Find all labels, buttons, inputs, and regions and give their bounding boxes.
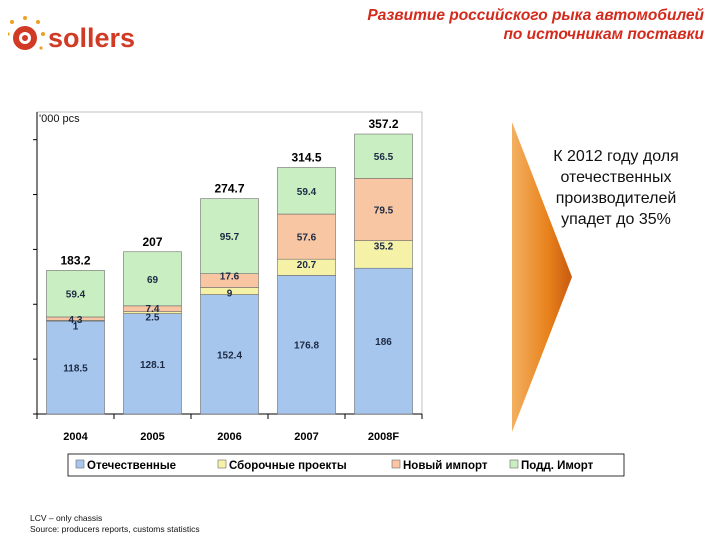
bar-segment [354,267,413,415]
data-label: 118.5 [63,364,88,375]
slide-title-line-1: Развитие российского рыка автомобилей [367,7,704,24]
bar-segment [354,178,413,241]
footnote-line-1: LCV – only chassis [30,513,103,523]
logo-emblem-icon [8,16,45,50]
x-tick-label: 2005 [140,431,164,443]
data-label: 17.6 [220,272,240,283]
legend-swatch [391,459,401,469]
legend-label: Отечественные [87,460,176,472]
data-label: 56.5 [374,152,394,163]
x-tick-label: 2007 [294,431,318,443]
data-label: 69 [147,275,159,286]
data-label: 59.4 [66,290,86,301]
data-label: 57.6 [297,233,317,244]
bar-segment [354,240,413,269]
data-label: 1 [73,321,79,332]
total-label: 274.7 [214,182,244,196]
slide-title-line-2: по источникам поставки [503,26,704,43]
data-label: 176.8 [294,341,319,352]
total-label: 357.2 [368,117,398,131]
total-label: 314.5 [291,151,321,165]
x-tick-label: 2006 [217,431,241,443]
data-label: 128.1 [140,360,165,371]
data-label: 7.4 [146,304,160,315]
footnote: LCV – only chassis Source: producers rep… [30,513,200,535]
data-label: 2.5 [146,313,160,324]
bar-segment [46,320,105,415]
footnote-line-2: Source: producers reports, customs stati… [30,524,200,534]
legend-swatch [75,459,85,469]
slide-title: Развитие российского рыка автомобилей по… [284,6,704,44]
bar-segment [200,294,259,415]
bar-segment [46,270,105,318]
bar-segment [200,198,259,275]
chart-bars [46,133,413,415]
legend-box [67,453,625,477]
data-label: 20.7 [297,260,317,271]
data-label: 59.4 [297,187,317,198]
bar-segment [277,275,336,415]
data-label: 35.2 [374,242,394,253]
sollers-logo: sollers [8,16,135,53]
legend-swatch [217,459,227,469]
chart-legend: Отечественные Сборочные проекты Новый импо… [67,453,625,477]
legend-label: Новый импорт [403,460,488,472]
legend-swatch [509,459,519,469]
legend-label: Сборочные проекты [229,460,347,472]
total-label: 207 [142,235,162,249]
total-label: 183.2 [60,253,90,267]
x-tick-label: 2004 [63,431,88,443]
bar-segment [354,133,413,179]
data-label: 79.5 [374,205,394,216]
callout-text: К 2012 году доля отечественных производи… [553,148,679,228]
chart-labels: 118.5 14.3 59.4 183.2 2004 128.1 2.57.4 69 207 20… [60,117,399,443]
logo-text: sollers [48,23,135,53]
bar-segment [123,251,182,307]
data-label: 9 [227,288,233,299]
y-unit-label: '000 pcs [39,113,80,125]
data-label: 152.4 [217,350,242,361]
data-label: 4.3 [69,315,83,326]
x-tick-label: 2008F [368,431,399,443]
callout-arrow-icon [512,122,572,432]
bar-segment [123,313,182,415]
data-label: 95.7 [220,232,240,243]
data-label: 186 [375,337,392,348]
bar-segment [277,213,336,260]
legend-label: Подд. Иморт [521,460,594,472]
bar-segment [277,167,336,215]
